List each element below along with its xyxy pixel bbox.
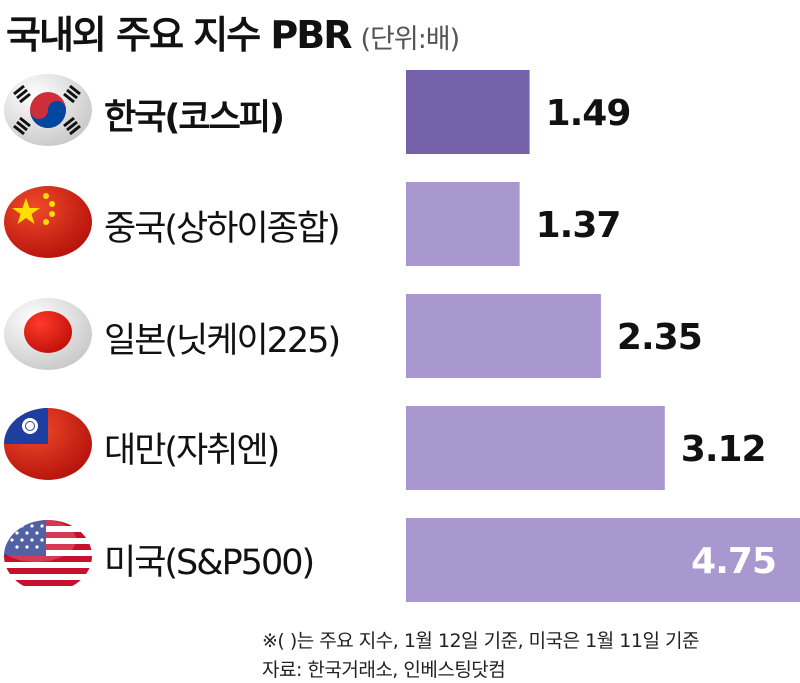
category-label-china: 중국(상하이종합) [104, 209, 341, 249]
korea-flag-icon [4, 74, 92, 146]
footnote-source: 자료: 한국거래소, 인베스팅닷컴 [262, 659, 506, 681]
category-label-taiwan: 대만(자취엔) [104, 431, 280, 471]
chart-title-block: 국내외 주요 지수 PBR (단위:배) [6, 4, 460, 57]
category-label-usa: 미국(S&P500) [104, 543, 315, 583]
footnote-note: ※( )는 주요 지수, 1월 12일 기준, 미국은 1월 11일 기준 [262, 630, 699, 652]
category-label-japan: 일본(닛케이225) [104, 321, 341, 361]
usa-flag-icon [4, 520, 92, 592]
china-flag-icon [4, 186, 92, 258]
bar-0 [406, 70, 530, 154]
japan-flag-icon [4, 298, 92, 370]
bar-2 [406, 294, 601, 378]
chart-title: 국내외 주요 지수 PBR [6, 13, 352, 57]
data-label-0: 1.49 [546, 93, 631, 134]
bar-3 [406, 406, 665, 490]
bar-4 [406, 518, 800, 602]
bar-1 [406, 182, 520, 266]
data-label-4: 4.75 [691, 541, 776, 582]
data-label-2: 2.35 [617, 317, 702, 358]
data-label-3: 3.12 [681, 429, 766, 470]
unit-label: (단위:배) [360, 24, 460, 55]
data-label-1: 1.37 [536, 205, 621, 246]
taiwan-flag-icon [4, 408, 92, 480]
category-label-korea: 한국(코스피) [104, 98, 285, 138]
